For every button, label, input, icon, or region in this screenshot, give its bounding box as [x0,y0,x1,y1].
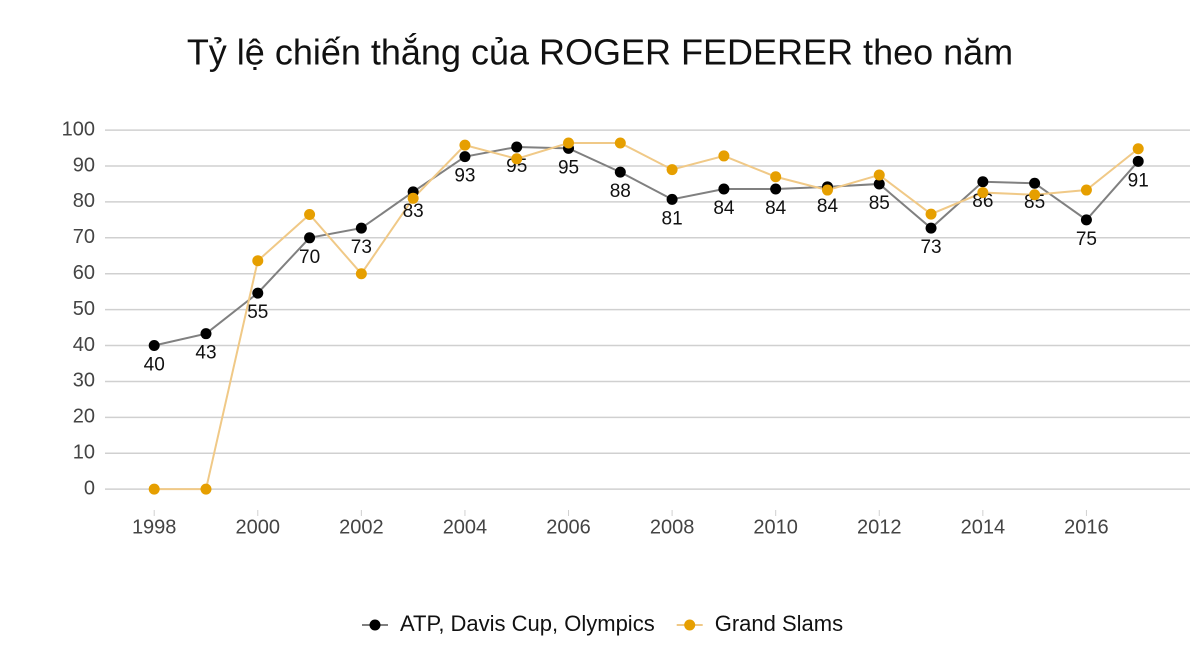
data-label: 73 [351,237,372,258]
y-tick-label: 90 [73,154,95,176]
data-point [252,287,264,299]
x-tick-label: 2012 [857,516,902,538]
data-point [459,139,471,151]
data-point [1132,143,1144,155]
x-tick-label: 2010 [753,516,798,538]
x-tick-label: 2016 [1064,516,1109,538]
data-point [873,178,885,190]
data-point [200,483,212,495]
data-label: 84 [817,196,839,217]
x-tick-label: 2000 [236,516,281,538]
data-point [770,183,782,195]
data-label: 84 [765,198,787,219]
data-label: 86 [972,191,993,212]
y-tick-label: 80 [73,190,95,212]
data-label: 43 [195,343,216,364]
data-label: 40 [144,355,165,376]
y-tick-label: 100 [62,118,95,140]
legend-marker [369,619,381,631]
y-tick-label: 0 [84,477,95,499]
y-tick-label: 10 [73,442,95,464]
data-point [148,340,160,352]
x-tick-label: 2006 [546,516,591,538]
data-point [770,171,782,183]
data-label: 88 [610,181,631,202]
data-point [977,187,989,199]
y-tick-label: 50 [73,298,95,320]
data-label: 85 [869,193,890,214]
data-point [407,192,419,204]
data-point [355,222,367,234]
x-tick-label: 1998 [132,516,177,538]
chart-title: Tỷ lệ chiến thắng của ROGER FEDERER theo… [187,32,1013,73]
legend-label: ATP, Davis Cup, Olympics [400,611,655,636]
y-tick-label: 70 [73,226,95,248]
data-point [718,183,730,195]
legend-label: Grand Slams [715,611,843,636]
data-label: 95 [506,156,527,177]
data-point [200,328,212,340]
y-tick-label: 40 [73,334,95,356]
data-label: 84 [713,198,735,219]
data-point [666,164,678,176]
data-label: 95 [558,157,579,178]
data-point [511,141,523,153]
y-tick-label: 60 [73,262,95,284]
data-label: 55 [247,302,268,323]
data-point [1080,214,1092,226]
data-point [459,151,471,163]
legend: ATP, Davis Cup, Olympics Grand Slams [362,611,843,636]
x-tick-label: 2002 [339,516,384,538]
data-point [977,176,989,188]
data-point [666,193,678,205]
x-tick-label: 2014 [961,516,1006,538]
y-tick-label: 30 [73,370,95,392]
data-point [873,169,885,181]
data-label: 75 [1076,229,1097,250]
data-point [821,184,833,196]
data-label: 70 [299,247,320,268]
data-label: 85 [1024,192,1045,213]
data-point [511,153,523,165]
x-tick-label: 2008 [650,516,695,538]
series-line [153,145,1139,347]
data-point [925,208,937,220]
data-label: 83 [403,201,424,222]
data-label: 93 [454,166,475,187]
data-point [355,268,367,280]
data-point [563,137,575,149]
series-line [154,142,1139,491]
y-tick-label: 20 [73,406,95,428]
data-point [304,208,316,220]
data-label: 81 [662,208,683,229]
data-point [252,255,264,267]
data-point [1029,177,1041,189]
data-point [925,222,937,234]
data-point [148,483,160,495]
data-point [1132,155,1144,167]
x-tick-label: 2004 [443,516,488,538]
data-point [614,137,626,149]
legend-marker [684,619,696,631]
data-label: 73 [920,237,941,258]
data-point [614,166,626,178]
data-point [1080,184,1092,196]
data-point [718,150,730,162]
data-point [1029,189,1041,201]
data-label: 91 [1128,170,1149,191]
data-point [304,232,316,244]
